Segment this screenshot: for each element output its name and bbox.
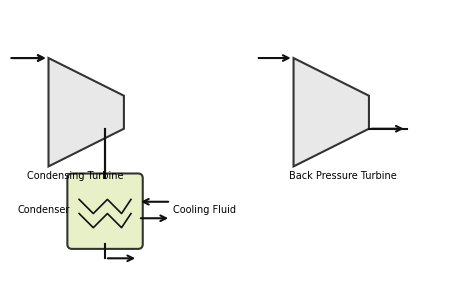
Polygon shape: [48, 58, 124, 166]
Text: Condenser: Condenser: [18, 205, 70, 215]
Text: Cooling Fluid: Cooling Fluid: [173, 205, 237, 215]
Polygon shape: [293, 58, 369, 166]
Text: Back Pressure Turbine: Back Pressure Turbine: [289, 171, 397, 181]
FancyBboxPatch shape: [67, 173, 143, 249]
Text: Condensing Turbine: Condensing Turbine: [27, 171, 124, 181]
